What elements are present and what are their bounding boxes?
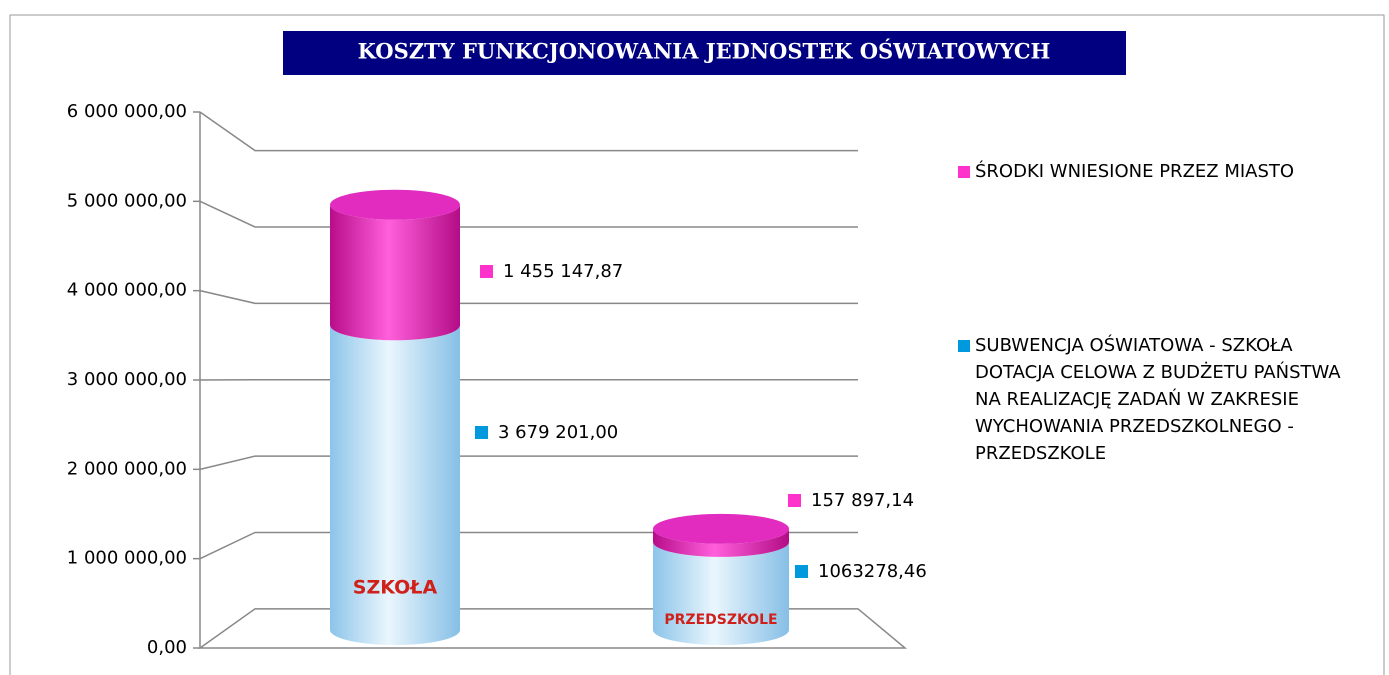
chart-border: [9, 14, 1385, 675]
value-label-swatch: [480, 265, 493, 278]
value-label: 1063278,46: [818, 561, 927, 582]
cylinder-top: [330, 189, 460, 220]
legend-label: SUBWENCJA OŚWIATOWA - SZKOŁA DOTACJA CEL…: [975, 335, 1341, 464]
value-label: 3 679 201,00: [498, 422, 618, 443]
value-label: 1 455 147,87: [503, 261, 623, 282]
grid-line: [199, 455, 858, 471]
title-box: [283, 31, 1126, 75]
chart-title: KOSZTY FUNKCJONOWANIA JEDNOSTEK OŚWIATOW…: [358, 39, 1051, 64]
y-tick-label: 5 000 000,00: [67, 190, 187, 211]
y-tick-label: 3 000 000,00: [67, 369, 187, 390]
legend-swatch: [958, 166, 970, 178]
grid-line: [199, 289, 858, 305]
y-tick-label: 4 000 000,00: [67, 280, 187, 301]
y-tick-label: 2 000 000,00: [67, 458, 187, 479]
cylinder-segment: [653, 541, 789, 645]
legend-item: ŚRODKI WNIESIONE PRZEZ MIASTO: [958, 158, 1348, 185]
value-label: 157 897,14: [811, 490, 914, 511]
legend-swatch: [958, 340, 970, 352]
value-label-swatch: [475, 426, 488, 439]
value-label-swatch: [788, 494, 801, 507]
category-label: SZKOŁA: [353, 577, 438, 599]
grid-line: [199, 111, 858, 152]
y-tick-label: 6 000 000,00: [67, 101, 187, 122]
cylinder-segment: [653, 528, 789, 557]
y-tick-label: 1 000 000,00: [67, 548, 187, 569]
cylinder-segment: [330, 204, 460, 341]
floor: [197, 608, 908, 649]
legend: ŚRODKI WNIESIONE PRZEZ MIASTO SUBWENCJA O…: [958, 158, 1348, 467]
value-label-swatch: [795, 565, 808, 578]
y-tick-label: 0,00: [147, 637, 187, 658]
legend-item: SUBWENCJA OŚWIATOWA - SZKOŁA DOTACJA CEL…: [958, 332, 1348, 467]
grid-line: [199, 200, 858, 228]
cylinder-top: [653, 513, 789, 544]
legend-label: ŚRODKI WNIESIONE PRZEZ MIASTO: [975, 161, 1295, 182]
cylinder-segment: [330, 325, 460, 645]
category-label: PRZEDSZKOLE: [664, 612, 777, 628]
